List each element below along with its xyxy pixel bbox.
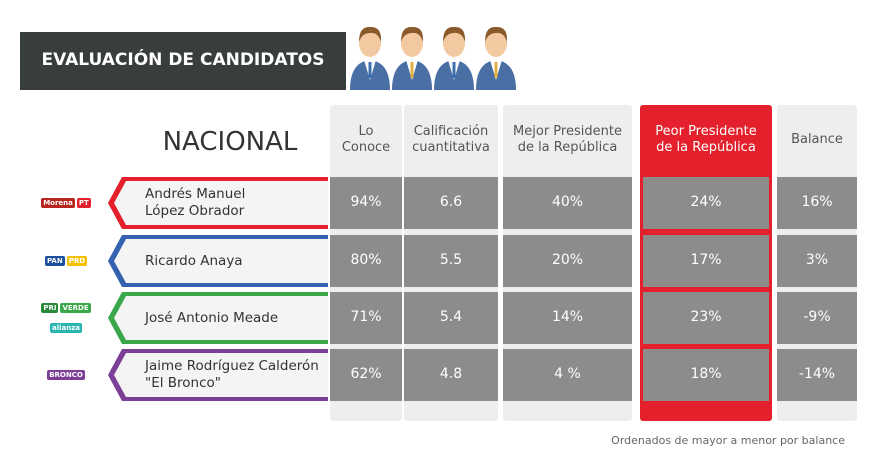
person-hair	[443, 26, 466, 42]
cell-value: 94%	[350, 194, 382, 211]
candidate-name: José Antonio Meade	[145, 309, 279, 326]
cell-value: 80%	[350, 252, 382, 269]
person-tie	[410, 62, 414, 78]
cell-value: 17%	[690, 252, 722, 269]
party-logo: Morena	[41, 198, 75, 208]
party-logo: PRD	[66, 256, 88, 266]
cell-value: 5.5	[439, 252, 463, 269]
person-hair	[401, 26, 424, 42]
title: EVALUACIÓN DE CANDIDATOS	[41, 50, 325, 71]
table-title: NACIONAL	[162, 126, 298, 157]
cell-bg	[503, 292, 632, 344]
people-icons	[350, 26, 516, 90]
person-hair	[485, 26, 508, 42]
cell-bg	[777, 177, 857, 229]
cell-value: 3%	[805, 252, 829, 269]
cell-bg	[643, 349, 769, 401]
column-header: Peor Presidente de la República	[655, 123, 757, 155]
cell-value: 24%	[690, 194, 722, 211]
person-head	[359, 29, 381, 57]
party-logos: PRI VERDE alianza	[24, 298, 108, 338]
column-header: Calificación cuantitativa	[412, 123, 490, 155]
cell-value: 4.8	[439, 366, 463, 383]
name-tab-inner	[114, 296, 328, 340]
cell-bg	[777, 349, 857, 401]
person-hair	[359, 26, 382, 42]
cell-bg	[503, 235, 632, 287]
party-logo: alianza	[49, 323, 83, 333]
person-head	[401, 29, 423, 57]
cell-value: 4 %	[554, 366, 581, 383]
cell-bg	[404, 235, 498, 287]
cell-bg	[330, 349, 402, 401]
cell-bg	[643, 235, 769, 287]
name-tab-inner	[114, 181, 328, 225]
cell-value: 16%	[801, 194, 833, 211]
candidate-name: Ricardo Anaya	[145, 252, 243, 269]
cell-value: 14%	[551, 309, 584, 326]
person-tie	[452, 62, 456, 78]
cell-bg	[503, 177, 632, 229]
party-logos: PAN PRD	[24, 241, 108, 281]
cell-value: 71%	[350, 309, 382, 326]
person-tie	[494, 62, 498, 78]
cell-bg	[643, 177, 769, 229]
cell-bg	[330, 177, 402, 229]
person-tie	[368, 62, 372, 78]
cell-bg	[777, 292, 857, 344]
cell-bg	[503, 349, 632, 401]
cell-value: 23%	[690, 309, 722, 326]
footer-note: Ordenados de mayor a menor por balance	[611, 434, 845, 448]
candidate-name: Jaime Rodríguez Calderón "El Bronco"	[145, 358, 319, 391]
cell-bg	[404, 177, 498, 229]
cell-value: 40%	[551, 194, 584, 211]
cell-bg	[777, 235, 857, 287]
party-logo: VERDE	[60, 303, 91, 313]
cell-bg	[643, 292, 769, 344]
cell-bg	[330, 292, 402, 344]
person-head	[485, 29, 507, 57]
name-tab-inner	[114, 353, 328, 397]
name-tab-inner	[114, 239, 328, 283]
cell-value: 18%	[690, 366, 722, 383]
party-logo: PAN	[44, 256, 65, 266]
cell-value: 5.4	[439, 309, 463, 326]
party-logo: BRONCO	[47, 370, 85, 380]
cell-value: -14%	[798, 366, 836, 383]
party-logo: PRI	[41, 303, 59, 313]
cell-value: 62%	[350, 366, 382, 383]
column-header: Balance	[791, 131, 843, 147]
cell-bg	[330, 235, 402, 287]
party-logos: Morena PT	[24, 183, 108, 223]
person-head	[443, 29, 465, 57]
cell-bg	[404, 349, 498, 401]
candidate-name: Andrés Manuel López Obrador	[145, 186, 246, 219]
cell-bg	[404, 292, 498, 344]
cell-value: 6.6	[439, 194, 463, 211]
party-logos: BRONCO	[24, 355, 108, 395]
column-header: Lo Conoce	[341, 123, 391, 155]
cell-value: 20%	[551, 252, 584, 269]
cell-value: -9%	[803, 309, 831, 326]
title-bar	[20, 32, 346, 90]
party-logo: PT	[76, 198, 91, 208]
column-header: Mejor Presidente de la República	[513, 123, 622, 155]
